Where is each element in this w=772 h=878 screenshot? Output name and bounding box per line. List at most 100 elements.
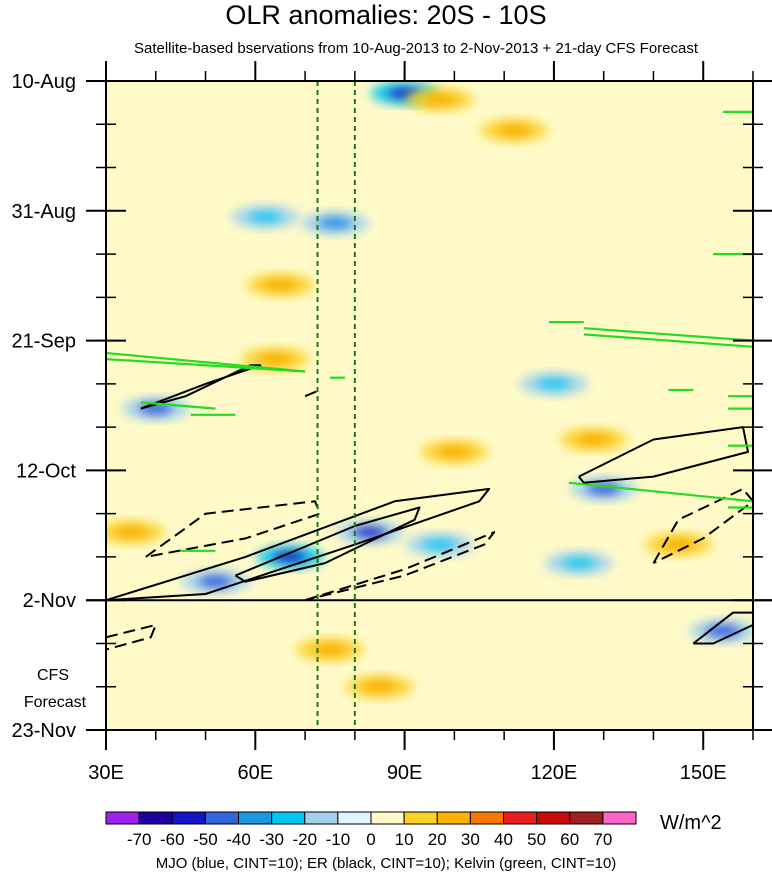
colorbar-swatch-3 (204, 811, 239, 825)
anomaly-blob-1 (121, 396, 190, 421)
er-contour-2 (140, 364, 262, 410)
anomaly-core (316, 216, 353, 231)
anomaly-core (535, 376, 572, 391)
colorbar-swatch-10 (436, 811, 471, 825)
colorbar-swatch-0 (105, 811, 140, 825)
anomaly-core (361, 679, 398, 694)
er-contour-0 (106, 487, 491, 602)
kelvin-contour-6 (568, 481, 753, 503)
forecast-label-line2: Forecast (24, 694, 87, 711)
anomaly-core (112, 525, 149, 540)
anomaly-blob-18 (559, 427, 628, 452)
colorbar-label: -10 (326, 830, 351, 849)
anomaly-core (197, 574, 234, 589)
chart-subtitle: Satellite-based bservations from 10-Aug-… (133, 40, 699, 57)
colorbar-label: -40 (226, 830, 251, 849)
y-tick-label: 21-Sep (12, 331, 77, 353)
colorbar-label: 40 (494, 830, 513, 849)
colorbar-swatch-5 (271, 811, 306, 825)
x-tick-label: 30E (88, 762, 124, 784)
colorbar-label: 30 (461, 830, 480, 849)
colorbar-label: -60 (160, 830, 185, 849)
colorbar-swatch-7 (337, 811, 372, 825)
anomaly-core (262, 277, 299, 292)
y-tick-label: 12-Oct (16, 460, 76, 482)
chart-title: OLR anomalies: 20S - 10S (225, 0, 547, 30)
forecast-label-line1: CFS (37, 667, 69, 684)
er-contour-4 (692, 611, 753, 645)
axes: 10-Aug 31-Aug 21-Sep 12-Oct 2-Nov 23-Nov 30E 60… (12, 61, 772, 784)
colorbar-label: -20 (292, 830, 317, 849)
colorbar-label: 60 (560, 830, 579, 849)
anomaly-core (560, 556, 597, 571)
er-contour-3 (578, 426, 749, 484)
colorbar-label: -30 (259, 830, 284, 849)
colorbar-swatch-4 (238, 811, 273, 825)
colorbar-swatch-13 (536, 811, 571, 825)
colorbar-unit: W/m^2 (660, 812, 722, 834)
anomaly-blob-10 (405, 532, 474, 557)
colorbar-swatch-2 (171, 811, 206, 825)
colorbar-label: -50 (193, 830, 218, 849)
colorbar-swatch-14 (569, 811, 604, 825)
anomaly-blob-15 (420, 439, 489, 464)
y-tick-label: 10-Aug (12, 71, 77, 93)
colorbar-label: 10 (395, 830, 414, 849)
anomaly-core (421, 537, 458, 552)
anomaly-blob-2 (256, 544, 325, 569)
anomaly-blob-16 (295, 637, 364, 662)
colorbar-swatch-11 (469, 811, 504, 825)
x-tick-label: 60E (238, 762, 274, 784)
colorbar-swatch-9 (403, 811, 438, 825)
colorbar-swatch-1 (138, 811, 173, 825)
anomaly-blob-8 (300, 211, 369, 236)
anomaly-blob-17 (345, 674, 414, 699)
colorbar-swatch-15 (602, 811, 637, 825)
er-contour-6 (304, 531, 496, 602)
colorbar-label: -70 (127, 830, 152, 849)
anomaly-blob-20 (106, 520, 165, 545)
colorbar-swatch-8 (370, 811, 405, 825)
x-tick-label: 90E (387, 762, 423, 784)
reference-lines (86, 81, 772, 730)
anomaly-core (257, 352, 294, 367)
colorbar-label: 50 (527, 830, 546, 849)
anomaly-blob-14 (246, 272, 315, 297)
kelvin-contour-7 (140, 401, 216, 410)
colorbar-swatch-12 (503, 811, 538, 825)
anomaly-blob-4 (181, 569, 250, 594)
er-contour-9 (304, 389, 321, 398)
plot-area-background (106, 81, 753, 730)
y-tick-label: 2-Nov (23, 590, 76, 612)
anomaly-core (436, 444, 473, 459)
colorbar: -70 -60 -50 -40 -30 -20 -10 0 10 20 30 40 50 60 70 (105, 811, 637, 849)
anomaly-core (311, 642, 348, 657)
anomaly-core (496, 123, 533, 138)
y-tick-label: 23-Nov (12, 720, 76, 742)
anomaly-core (272, 549, 309, 564)
anomaly-core (575, 432, 612, 447)
anomaly-blob-13 (480, 118, 549, 143)
anomaly-blob-19 (644, 532, 713, 557)
plot-background (106, 81, 753, 730)
kelvin-contour-1 (106, 358, 306, 373)
anomaly-core (247, 209, 284, 224)
anomaly-blob-9 (519, 371, 588, 396)
anomaly-blob-11 (544, 551, 613, 576)
colorbar-label: 20 (428, 830, 447, 849)
plot-frame (105, 80, 754, 731)
colorbar-label: 70 (593, 830, 612, 849)
anomaly-blob-12 (405, 87, 474, 112)
anomaly-blob-7 (231, 204, 300, 229)
anomaly-core (421, 92, 458, 107)
colorbar-label: 0 (366, 830, 375, 849)
kelvin-contour-3 (583, 333, 753, 348)
x-tick-label: 120E (531, 762, 578, 784)
kelvin-contour-2 (583, 327, 753, 342)
anomaly-field (106, 81, 753, 699)
anomaly-core (660, 537, 697, 552)
y-tick-label: 31-Aug (12, 201, 77, 223)
er-contour-7 (652, 487, 753, 564)
anomaly-core (351, 525, 388, 540)
